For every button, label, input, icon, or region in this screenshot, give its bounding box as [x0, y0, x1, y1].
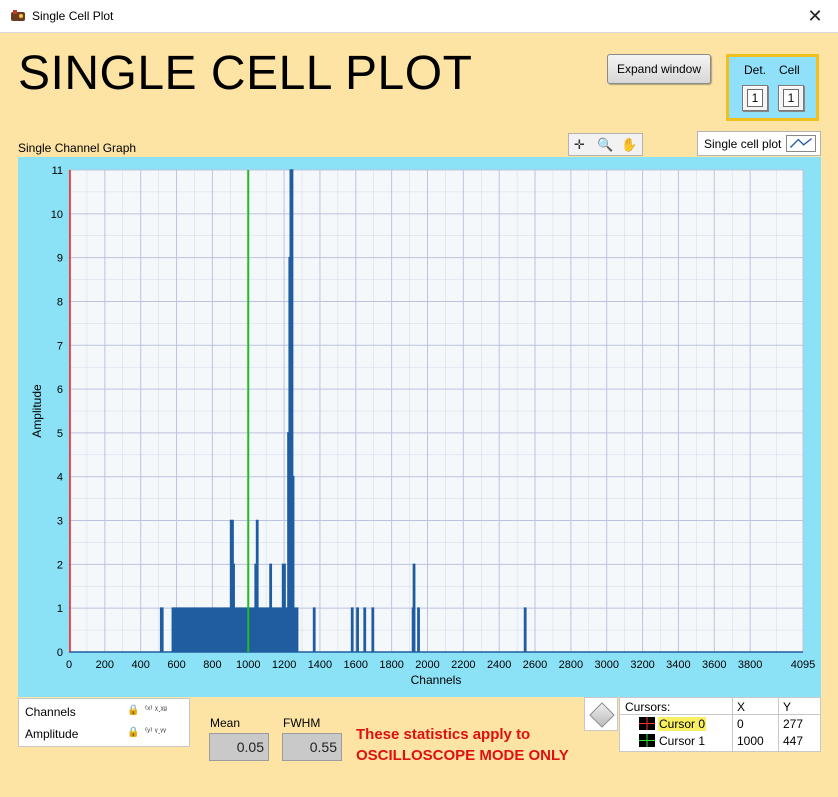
x-tick-label: 3200 [630, 659, 654, 671]
x-format-icon[interactable]: ⁽ˣ⁾ ᵡ.ᵡᵍ [145, 704, 167, 714]
scale-legend: Channels 🔒 ⁽ˣ⁾ ᵡ.ᵡᵍ Amplitude 🔒 ⁽ʸ⁾ ᵞ.ᵞᵞ [18, 698, 190, 747]
cursor-move-icon[interactable] [589, 702, 615, 728]
labview-app-icon [11, 10, 25, 21]
close-icon[interactable]: ✕ [807, 6, 823, 26]
zoom-icon[interactable]: 🔍 [597, 137, 614, 152]
y-tick-label: 4 [57, 472, 63, 484]
statistics-notice: These statistics apply to OSCILLOSCOPE M… [356, 724, 569, 766]
cell-control[interactable]: 1 [778, 85, 804, 111]
y-tick-label: 6 [57, 384, 63, 396]
x-tick-label: 1000 [236, 659, 260, 671]
x-tick-label: 2800 [559, 659, 583, 671]
y-lock-icon[interactable]: 🔒 [127, 727, 140, 738]
cursor-1-icon[interactable] [639, 734, 655, 747]
cursor-0-icon[interactable] [639, 717, 655, 730]
y-tick-label: 3 [57, 516, 63, 528]
y-tick-label: 8 [57, 296, 63, 308]
graph-frame: 0 200 400 600 800 1000 1200 1400 1600 1800 2000 220… [18, 157, 821, 697]
cursor-1-y[interactable]: 447 [783, 734, 804, 748]
y-tick-label: 0 [57, 647, 63, 659]
y-tick-label: 2 [57, 559, 63, 571]
window-titlebar: Single Cell Plot ✕ [0, 0, 838, 33]
graph-label: Single Channel Graph [18, 141, 137, 155]
fwhm-label: FWHM [283, 716, 321, 730]
x-tick-label: 2600 [523, 659, 547, 671]
page-title: SINGLE CELL PLOT [18, 47, 473, 100]
cursor-1-x[interactable]: 1000 [737, 734, 764, 748]
y-format-icon[interactable]: ⁽ʸ⁾ ᵞ.ᵞᵞ [145, 726, 166, 736]
mean-value: 0.05 [209, 733, 269, 761]
x-lock-icon[interactable]: 🔒 [127, 705, 140, 716]
y-scale-name: Amplitude [25, 727, 79, 741]
mean-label: Mean [210, 716, 241, 730]
cursor-legend: Cursors: X Y Cursor 0 0 277 Cursor 1 100… [619, 697, 821, 752]
y-tick-label: 10 [51, 209, 63, 221]
det-cell-selector: Det. Cell 1 1 [726, 54, 819, 121]
cursor-header-name: Cursors: [625, 700, 671, 714]
x-tick-label: 2000 [415, 659, 439, 671]
cell-label: Cell [779, 63, 800, 77]
notice-line-2: OSCILLOSCOPE MODE ONLY [356, 747, 569, 764]
x-tick-label: 3800 [738, 659, 762, 671]
expand-window-button[interactable]: Expand window [607, 54, 711, 84]
graph-palette: ✛ 🔍 ✋ [568, 133, 643, 156]
x-scale-name: Channels [25, 705, 76, 719]
plot-legend[interactable]: Single cell plot [697, 131, 821, 156]
x-tick-label: 3600 [702, 659, 726, 671]
cursor-move-tool[interactable] [584, 697, 618, 731]
det-value[interactable]: 1 [747, 89, 763, 107]
fwhm-value: 0.55 [282, 733, 342, 761]
y-tick-label: 7 [57, 340, 63, 352]
plot-style-icon[interactable] [786, 135, 816, 152]
x-tick-label: 400 [132, 659, 150, 671]
crosshair-icon[interactable]: ✛ [574, 137, 585, 152]
cursor-0-x[interactable]: 0 [737, 717, 744, 731]
window-title: Single Cell Plot [32, 9, 114, 23]
legend-label: Single cell plot [704, 137, 782, 151]
x-tick-label: 200 [96, 659, 114, 671]
cursor-0-name[interactable]: Cursor 0 [658, 717, 707, 731]
x-tick-label: 600 [167, 659, 185, 671]
pan-hand-icon[interactable]: ✋ [621, 137, 638, 152]
x-tick-label: 0 [66, 659, 72, 671]
x-tick-label: 1200 [272, 659, 296, 671]
x-tick-label: 2200 [451, 659, 475, 671]
series-line [69, 169, 803, 653]
cursor-header-x: X [737, 700, 746, 714]
x-tick-label: 1400 [308, 659, 332, 671]
x-tick-label: 4095 [791, 659, 815, 671]
notice-line-1: These statistics apply to [356, 726, 531, 743]
cursor-header-y: Y [783, 700, 792, 714]
det-label: Det. [744, 63, 767, 77]
y-tick-label: 9 [57, 253, 63, 265]
x-tick-label: 3400 [666, 659, 690, 671]
x-tick-label: 1800 [379, 659, 403, 671]
x-tick-label: 800 [203, 659, 221, 671]
y-axis-label: Amplitude [30, 384, 44, 438]
cursor-0-y[interactable]: 277 [783, 717, 804, 731]
x-axis-label: Channels [411, 673, 462, 687]
y-tick-label: 11 [52, 165, 63, 177]
x-tick-label: 1600 [344, 659, 368, 671]
y-tick-label: 5 [57, 428, 63, 440]
single-channel-graph[interactable]: 0 200 400 600 800 1000 1200 1400 1600 1800 2000 220… [18, 157, 821, 697]
det-control[interactable]: 1 [742, 85, 768, 111]
x-tick-label: 2400 [487, 659, 511, 671]
x-tick-label: 3000 [594, 659, 618, 671]
cell-value[interactable]: 1 [783, 89, 799, 107]
y-tick-label: 1 [57, 603, 63, 615]
cursor-1-name[interactable]: Cursor 1 [659, 734, 706, 748]
